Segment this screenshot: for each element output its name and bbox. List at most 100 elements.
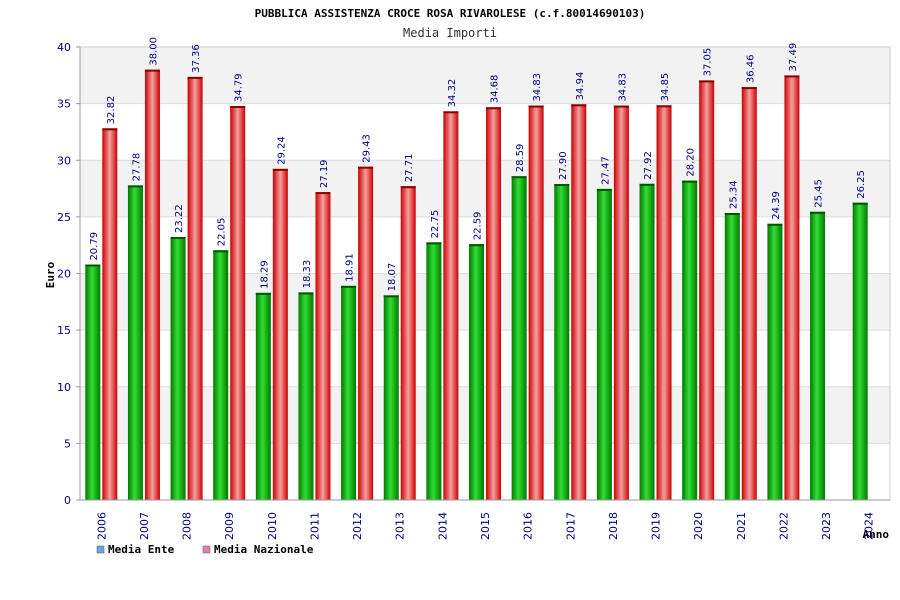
data-label: 32.82 [106, 96, 117, 125]
y-tick-label: 20 [57, 268, 71, 281]
bar-cap [486, 107, 501, 110]
bar-cap [230, 106, 246, 109]
bar-cap [85, 264, 101, 267]
bar-cap [443, 111, 459, 114]
y-tick-label: 10 [57, 381, 71, 394]
x-tick-label: 2015 [479, 512, 492, 540]
x-tick-label: 2021 [735, 512, 748, 540]
y-axis: 0 5 10 15 20 25 30 35 40 [57, 41, 81, 507]
y-tick-label: 35 [57, 98, 71, 111]
bar-media-ente-2022 [767, 223, 783, 500]
data-label: 27.71 [404, 154, 415, 183]
bar-media-nazionale-2014 [443, 111, 459, 501]
bar-cap [852, 202, 868, 205]
bar-cap [358, 166, 374, 169]
x-tick-label: 2019 [650, 512, 663, 540]
bar-media-nazionale-2016 [528, 105, 544, 501]
bar-cap [656, 105, 672, 108]
data-label: 29.43 [362, 134, 373, 163]
bar-media-nazionale-2006 [102, 128, 118, 500]
data-label: 34.68 [490, 75, 501, 104]
bar-media-nazionale-2013 [400, 186, 416, 500]
bar-media-ente-2016 [511, 176, 527, 500]
y-tick-label: 15 [57, 324, 71, 337]
bar-cap [144, 69, 160, 72]
chart-title: PUBBLICA ASSISTENZA CROCE ROSA RIVAROLES… [255, 7, 646, 20]
bar-media-nazionale-2011 [315, 192, 331, 501]
data-label: 34.94 [575, 72, 586, 101]
data-label: 22.59 [473, 212, 484, 241]
bar-media-ente-2006 [85, 264, 101, 500]
bar-cap [767, 223, 783, 226]
y-tick-label: 30 [57, 154, 71, 167]
x-tick-label: 2006 [95, 512, 108, 540]
bar-cap [469, 244, 484, 247]
bar-cap [255, 292, 271, 295]
x-tick-label: 2014 [436, 512, 449, 540]
x-tick-label: 2017 [564, 512, 577, 540]
bar-cap [426, 242, 442, 245]
bar-cap [102, 128, 118, 131]
bar-cap [810, 211, 826, 214]
x-tick-label: 2024 [863, 512, 876, 540]
data-label: 27.90 [558, 151, 569, 180]
bar-cap [724, 213, 740, 216]
bar-cap [639, 183, 655, 186]
data-label: 29.24 [276, 136, 287, 165]
x-tick-label: 2023 [820, 512, 833, 540]
data-label: 28.20 [686, 148, 697, 177]
bar-cap [784, 75, 800, 78]
x-tick-label: 2013 [394, 512, 407, 540]
bar-cap [596, 188, 612, 191]
legend-swatch [96, 545, 105, 554]
bar-media-ente-2015 [469, 244, 484, 500]
bar-media-ente-2007 [127, 185, 143, 501]
y-tick-label: 5 [64, 437, 71, 450]
bar-media-ente-2012 [341, 285, 357, 500]
data-label: 37.05 [703, 48, 714, 77]
y-axis-label: Euro [44, 261, 57, 288]
bar-cap [213, 250, 229, 253]
bar-media-nazionale-2022 [784, 75, 800, 500]
data-label: 27.92 [643, 151, 654, 180]
bar-media-nazionale-2021 [741, 87, 757, 500]
data-label: 28.59 [515, 144, 526, 173]
bar-media-nazionale-2018 [613, 105, 629, 501]
bar-media-nazionale-2017 [571, 104, 587, 500]
legend-label: Media Ente [108, 543, 175, 556]
data-label: 25.45 [814, 179, 825, 208]
bar-cap [741, 87, 757, 90]
bar-media-ente-2023 [810, 211, 826, 500]
bar-media-ente-2020 [682, 180, 698, 500]
bar-media-ente-2013 [383, 295, 399, 500]
bar-cap [187, 76, 203, 79]
bar-cap [528, 105, 544, 108]
data-label: 23.22 [174, 204, 185, 233]
data-label: 27.78 [131, 153, 142, 182]
bar-cap [298, 292, 314, 295]
bar-cap [400, 186, 416, 189]
bar-cap [127, 185, 143, 188]
x-tick-label: 2020 [692, 512, 705, 540]
data-label: 18.33 [302, 260, 313, 289]
bar-media-ente-2021 [724, 213, 740, 500]
data-label: 18.07 [387, 263, 398, 292]
data-label: 25.34 [728, 180, 739, 209]
bar-media-nazionale-2020 [699, 80, 715, 500]
bar-media-ente-2011 [298, 292, 314, 500]
data-label: 34.79 [234, 73, 245, 102]
bar-media-ente-2017 [554, 184, 570, 500]
bar-media-nazionale-2008 [187, 76, 203, 500]
data-label: 37.49 [788, 43, 799, 72]
data-label: 20.79 [89, 232, 100, 261]
chart-legend: Media Ente Media Nazionale [96, 543, 314, 556]
x-tick-label: 2022 [777, 512, 790, 540]
y-tick-label: 40 [57, 41, 71, 54]
bar-cap [554, 184, 570, 187]
bar-cap [383, 295, 399, 298]
legend-swatch [202, 545, 211, 554]
bar-media-ente-2014 [426, 242, 442, 500]
bar-media-nazionale-2012 [358, 166, 374, 500]
data-label: 24.39 [771, 191, 782, 220]
data-label: 34.32 [447, 79, 458, 108]
